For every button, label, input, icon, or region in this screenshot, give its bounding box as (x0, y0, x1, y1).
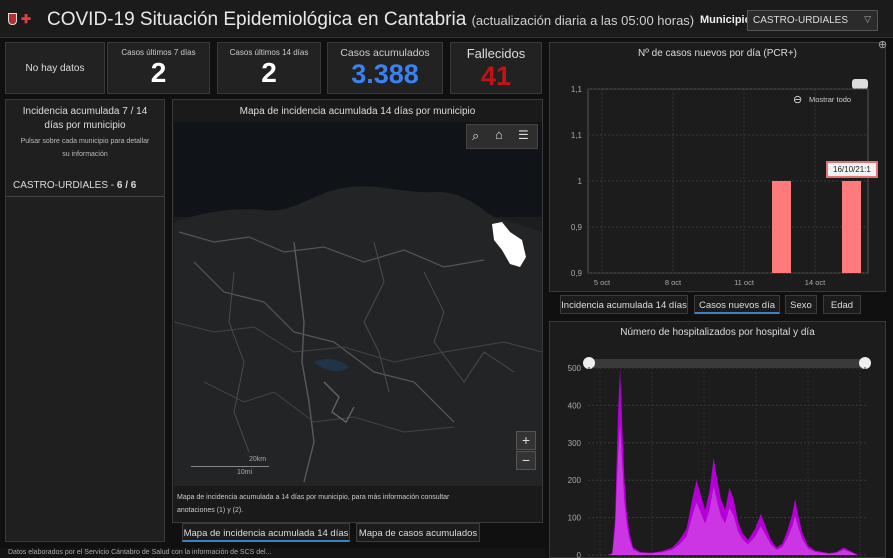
footer-bar: Datos elaborados por el Servicio Cántabr… (0, 548, 545, 558)
hospitalized-chart-svg: 500 400 300 200 100 0 (568, 364, 868, 558)
area-series-front (608, 424, 858, 555)
subtitle-text: (actualización diaria a las 05:00 horas) (471, 13, 695, 28)
map-toolbar (466, 124, 538, 149)
y-tick-label: 200 (568, 476, 582, 485)
municipio-value: CASTRO-URDIALES (753, 15, 849, 26)
x-tick-label: 5 oct (594, 278, 611, 287)
cases-7d-label: Casos últimos 7 días (121, 48, 196, 57)
scale-mi-label: 10mi (237, 469, 253, 476)
list-item-name: CASTRO-URDIALES (13, 180, 109, 191)
range-handle-right[interactable] (859, 357, 871, 369)
zoom-in-button[interactable]: + (516, 431, 536, 450)
divider (6, 196, 164, 197)
range-handle-left[interactable] (583, 357, 595, 369)
cases-7d-box: Casos últimos 7 días 2 (107, 42, 210, 94)
incidence-list-panel: Incidencia acumulada 7 / 14 días por mun… (5, 99, 165, 542)
cases-14d-value: 2 (261, 57, 277, 88)
bar-mark (772, 181, 791, 273)
search-icon[interactable]: ⌕ (472, 128, 480, 143)
deaths-box: Fallecidos 41 (450, 42, 542, 94)
health-cross-icon: ✚ (21, 12, 32, 26)
legend-list-icon[interactable]: ☰ (518, 128, 529, 142)
list-item-value: 6 / 6 (116, 180, 137, 191)
accumulated-cases-label: Casos acumulados (340, 47, 430, 59)
x-tick-label: 14 oct (805, 278, 826, 287)
no-data-box: No hay datos (5, 42, 105, 94)
deaths-label: Fallecidos (466, 46, 526, 61)
y-tick-label: 300 (568, 439, 582, 448)
accumulated-cases-value: 3.388 (351, 59, 419, 89)
incidence-list-title: Incidencia acumulada 7 / 14 días por mun… (22, 106, 148, 131)
chevron-down-icon: ▽ (864, 14, 871, 24)
new-cases-chart-svg: 1,1 1,1 1 0,9 0,9 5 oct 8 oct 11 oct 14 oct (571, 85, 869, 287)
y-tick-label: 0,9 (571, 223, 583, 232)
show-all-link[interactable]: Mostrar todo (809, 95, 852, 104)
range-handle[interactable] (852, 79, 868, 89)
zoom-out-icon[interactable]: ⊖ (793, 94, 803, 106)
chart-tooltip: 16/10/21:1 (826, 161, 878, 178)
map-view[interactable] (174, 122, 542, 486)
bar-mark (842, 181, 861, 273)
y-tick-label: 0 (577, 551, 582, 558)
area-series-back (608, 368, 858, 555)
tab-incidence-chart[interactable]: Incidencia acumulada 14 días (560, 295, 688, 314)
home-icon[interactable]: ⌂ (495, 127, 503, 142)
y-tick-label: 100 (568, 514, 582, 523)
expand-icon[interactable]: ⊕ (878, 39, 888, 51)
highlighted-municipality[interactable] (492, 222, 526, 267)
tab-new-cases-chart[interactable]: Casos nuevos día (694, 295, 780, 314)
tab-sex-chart[interactable]: Sexo (785, 295, 817, 314)
chart-title: Número de hospitalizados por hospital y … (620, 327, 815, 338)
x-tick-label: 8 oct (665, 278, 682, 287)
y-tick-label: 400 (568, 401, 582, 410)
app-header: ✚ COVID-19 Situación Epidemiológica en C… (0, 0, 893, 38)
map-title: Mapa de incidencia acumulada 14 días por… (239, 106, 476, 117)
scale-km-label: 20km (249, 456, 267, 463)
tab-age-chart[interactable]: Edad (823, 295, 861, 314)
y-tick-label: 500 (568, 364, 582, 373)
footer-text: Datos elaborados por el Servicio Cántabr… (8, 549, 272, 556)
cases-14d-label: Casos últimos 14 días (229, 48, 309, 57)
accumulated-cases-box: Casos acumulados 3.388 (327, 42, 443, 94)
hospitalized-chart-panel: Número de hospitalizados por hospital y … (549, 321, 886, 558)
map-caption: Mapa de incidencia acumulada a 14 días p… (177, 494, 450, 514)
municipio-label: Municipio (700, 14, 752, 26)
map-canvas (174, 122, 542, 486)
zoom-out-button[interactable]: − (516, 451, 536, 470)
y-tick-label: 1 (578, 177, 583, 186)
new-cases-chart-panel: Nº de casos nuevos por día (PCR+) ⊖ Most… (549, 42, 886, 292)
cantabria-shield-icon (8, 13, 17, 25)
cases-14d-box: Casos últimos 14 días 2 (217, 42, 321, 94)
page-title: COVID-19 Situación Epidemiológica en Can… (47, 9, 694, 31)
deaths-value: 41 (480, 61, 512, 91)
incidence-list-hint: Pulsar sobre cada municipio para detalla… (20, 138, 150, 158)
x-tick-label: 11 oct (734, 278, 755, 287)
scale-bar (191, 466, 269, 467)
range-slider-track[interactable] (588, 359, 870, 368)
tab-accumulated-map[interactable]: Mapa de casos acumulados (356, 523, 480, 542)
cases-7d-value: 2 (150, 57, 167, 88)
list-item-sep: - (108, 180, 117, 191)
title-text: COVID-19 Situación Epidemiológica en Can… (47, 9, 467, 30)
map-panel: Mapa de incidencia acumulada 14 días por… (172, 99, 543, 523)
tab-incidence-map[interactable]: Mapa de incidencia acumulada 14 días (182, 523, 350, 542)
y-tick-label: 1,1 (571, 131, 583, 140)
y-tick-label: 1,1 (571, 85, 583, 94)
chart-title: Nº de casos nuevos por día (PCR+) (637, 48, 797, 59)
list-item[interactable]: CASTRO-URDIALES - 6 / 6 (13, 180, 136, 191)
no-data-text: No hay datos (25, 63, 85, 74)
y-tick-label: 0,9 (571, 269, 583, 278)
municipio-select[interactable]: CASTRO-URDIALES ▽ (747, 10, 878, 31)
